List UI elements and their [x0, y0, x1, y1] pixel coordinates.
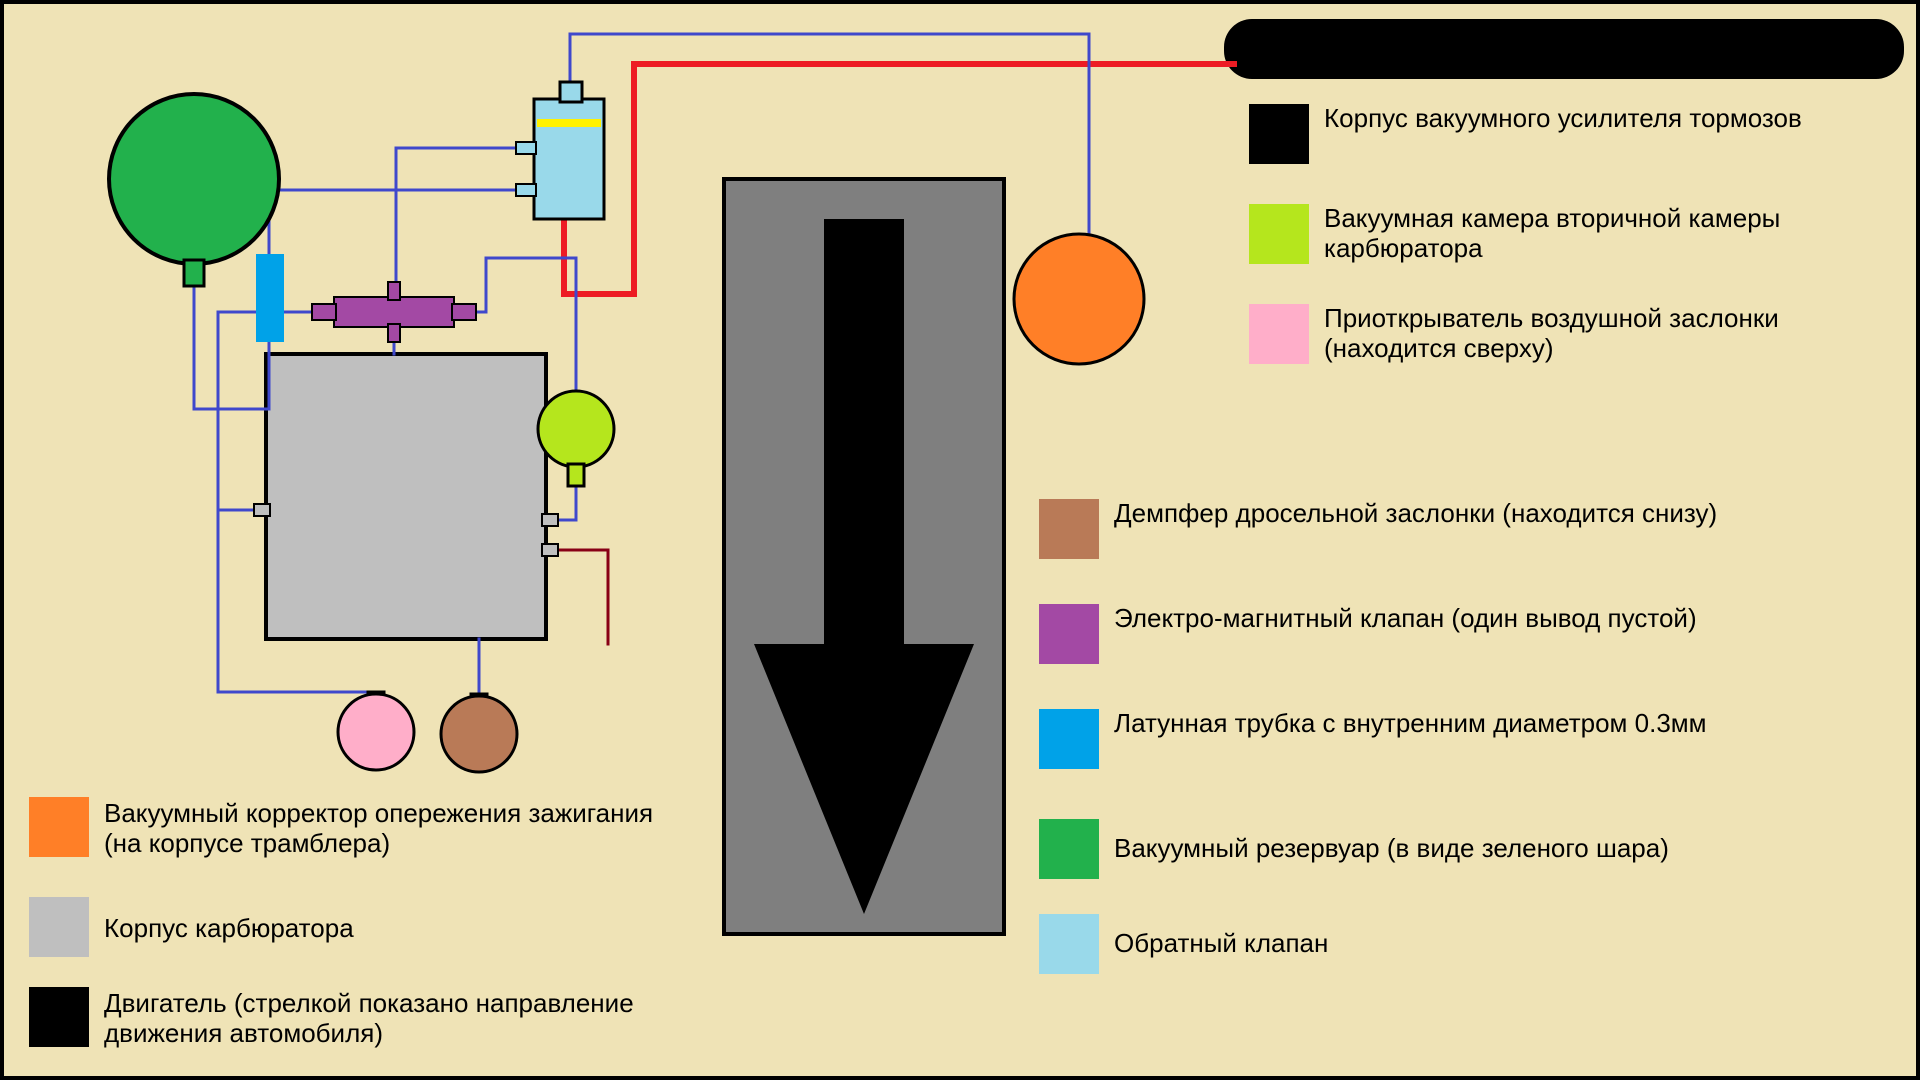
legend-label: Обратный клапан: [1114, 929, 1328, 959]
diagram-root: Вакуумный корректор опережения зажигания…: [0, 0, 1920, 1080]
hose-blueC: [269, 190, 519, 254]
legend-swatch: [1039, 499, 1099, 559]
legend-label: Демпфер дросельной заслонки (находится с…: [1114, 499, 1717, 529]
vacuum-reservoir: [109, 94, 279, 264]
hose-blueB: [396, 148, 519, 282]
legend-swatch: [1039, 914, 1099, 974]
legend-swatch: [1249, 304, 1309, 364]
legend-label: Вакуумный корректор опережения зажигания…: [104, 799, 674, 859]
legend-label: Приоткрыватель воздушной заслонки (наход…: [1324, 304, 1916, 364]
legend-swatch: [1039, 709, 1099, 769]
choke-opener: [338, 694, 414, 770]
legend-swatch: [1249, 104, 1309, 164]
brass-tube: [256, 254, 284, 342]
check-valve: [534, 99, 604, 219]
legend-label: Вакуумная камера вторичной камеры карбюр…: [1324, 204, 1916, 264]
legend-swatch: [29, 987, 89, 1047]
throttle-damper: [441, 696, 517, 772]
legend-swatch: [1249, 204, 1309, 264]
brake-booster: [1224, 19, 1904, 79]
legend-label: Корпус вакуумного усилителя тормозов: [1324, 104, 1802, 134]
legend-label: Корпус карбюратора: [104, 914, 354, 944]
secondary-chamber: [538, 391, 614, 467]
vacuum-advance: [1014, 234, 1144, 364]
hose-blueG: [557, 484, 576, 520]
legend-swatch: [29, 797, 89, 857]
legend-label: Латунная трубка с внутренним диаметром 0…: [1114, 709, 1707, 739]
hose-maroon: [557, 550, 608, 644]
legend-label: Электро-магнитный клапан (один вывод пус…: [1114, 604, 1697, 634]
em-valve: [334, 297, 454, 327]
legend-label: Вакуумный резервуар (в виде зеленого шар…: [1114, 834, 1669, 864]
carburetor-body: [266, 354, 546, 639]
legend-swatch: [1039, 604, 1099, 664]
legend-swatch: [1039, 819, 1099, 879]
legend-label: Двигатель (стрелкой показано направление…: [104, 989, 674, 1049]
legend-swatch: [29, 897, 89, 957]
